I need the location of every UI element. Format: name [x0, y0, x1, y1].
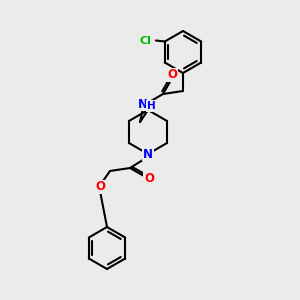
- Text: O: O: [95, 181, 105, 194]
- Text: N: N: [138, 98, 148, 110]
- Text: Cl: Cl: [140, 35, 152, 46]
- Text: N: N: [143, 148, 153, 160]
- Text: O: O: [144, 172, 154, 184]
- Text: O: O: [167, 68, 177, 82]
- Text: H: H: [147, 101, 155, 111]
